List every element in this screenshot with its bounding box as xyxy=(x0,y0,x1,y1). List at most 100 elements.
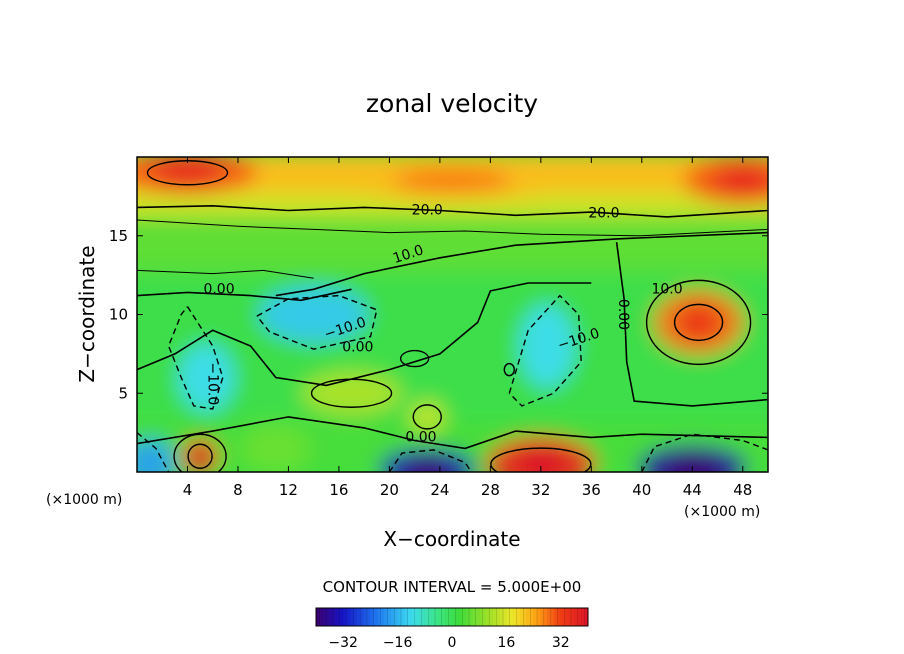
colorbar-cell xyxy=(377,608,381,626)
y-axis-ticks: 5 10 15 xyxy=(109,227,768,402)
colorbar-cell xyxy=(424,608,429,626)
colorbar-cell xyxy=(353,607,358,627)
colorbar-cell xyxy=(513,608,517,626)
x-axis-unit-right: (×1000 m) xyxy=(684,504,760,520)
colorbar-frame xyxy=(315,607,589,627)
colorbar-cell xyxy=(523,607,528,627)
chart-title: zonal velocity xyxy=(366,89,538,118)
contour-ring xyxy=(399,349,430,368)
colorbar-cell xyxy=(411,608,415,626)
x-tick-label: 36 xyxy=(582,481,601,499)
colorbar-cell xyxy=(496,607,501,627)
colorbar-cell xyxy=(431,608,436,626)
colorbar-tick-label: 16 xyxy=(497,635,515,651)
y-axis-label: Z−coordinate xyxy=(75,245,99,382)
contour-line xyxy=(256,294,378,350)
colorbar-cell xyxy=(373,607,378,627)
colorbar-cell xyxy=(336,608,341,626)
colorbar-cell xyxy=(360,607,365,627)
field-feature xyxy=(178,343,235,412)
field-feature xyxy=(240,423,311,472)
colorbar-cell xyxy=(366,607,371,627)
field-band xyxy=(137,216,768,280)
y-tick-label: 10 xyxy=(109,306,128,324)
contour-line xyxy=(508,294,582,407)
contour-line xyxy=(137,204,768,218)
field-feature xyxy=(301,371,402,416)
colorbar-cell xyxy=(550,607,555,627)
colorbar-cell xyxy=(319,607,324,627)
colorbar-cell xyxy=(570,607,575,627)
colorbar-cell xyxy=(350,608,354,626)
colorbar xyxy=(315,607,589,627)
x-tick-label: 40 xyxy=(632,481,651,499)
contour-ring xyxy=(490,447,592,472)
colorbar-cell xyxy=(339,607,344,627)
colorbar-cell xyxy=(472,608,477,626)
colorbar-cell xyxy=(574,608,579,626)
colorbar-cell xyxy=(407,607,412,627)
x-tick-label: 32 xyxy=(531,481,550,499)
contour-ring xyxy=(503,362,515,377)
colorbar-cell xyxy=(509,607,514,627)
x-axis-unit-left: (×1000 m) xyxy=(46,492,122,508)
colorbar-cell xyxy=(418,608,422,626)
plot-area: 20.0 20.010.010.00.00−10.00.00 −10.00.00−1… xyxy=(136,156,769,473)
contour-interval-label: CONTOUR INTERVAL = 5.000E+00 xyxy=(323,578,582,596)
x-tick-label: 28 xyxy=(481,481,500,499)
field-feature xyxy=(409,400,446,433)
contour-line xyxy=(137,282,592,387)
x-tick-label: 20 xyxy=(380,481,399,499)
colorbar-cell xyxy=(499,608,504,626)
colorbar-cell xyxy=(540,608,545,626)
x-tick-label: 24 xyxy=(430,481,449,499)
colorbar-cell xyxy=(536,607,541,627)
x-tick-label: 12 xyxy=(279,481,298,499)
contour-lines xyxy=(137,160,768,472)
contour-ring xyxy=(173,433,227,472)
contour-label: 20.0 xyxy=(588,206,619,222)
colorbar-cell xyxy=(543,607,548,627)
colorbar-cell xyxy=(448,607,453,627)
x-tick-label: 48 xyxy=(733,481,752,499)
colorbar-cell xyxy=(547,608,551,626)
colorbar-cell xyxy=(370,608,375,626)
colorbar-cell xyxy=(554,608,558,626)
velocity-field xyxy=(137,157,768,472)
x-axis-ticks: 4 8 12 16 20 24 28 32 36 40 44 48 xyxy=(183,157,752,499)
x-tick-label: 4 xyxy=(183,481,193,499)
field-feature-core xyxy=(712,167,768,194)
colorbar-cell xyxy=(516,607,521,627)
contour-ring xyxy=(673,303,724,342)
colorbar-cell xyxy=(557,607,562,627)
contour-line xyxy=(275,231,768,297)
colorbar-cell xyxy=(533,608,538,626)
contour-line xyxy=(137,432,170,472)
colorbar-cell xyxy=(465,608,470,626)
colorbar-tick-label: −32 xyxy=(328,635,358,651)
colorbar-cell xyxy=(346,607,351,627)
contour-line xyxy=(167,306,224,410)
colorbar-cell xyxy=(506,608,511,626)
x-tick-label: 16 xyxy=(329,481,348,499)
colorbar-cell xyxy=(455,607,460,627)
colorbar-cell xyxy=(363,608,368,626)
field-feature-core xyxy=(676,304,722,340)
contour-ring xyxy=(645,279,752,366)
colorbar-cell xyxy=(326,607,331,627)
colorbar-cell xyxy=(421,607,426,627)
colorbar-cell xyxy=(530,607,535,627)
field-feature-core xyxy=(664,455,720,472)
colorbar-cell xyxy=(397,608,402,626)
contour-label: 0.00 xyxy=(342,340,373,356)
contour-line xyxy=(615,241,768,407)
contour-line xyxy=(137,219,768,237)
colorbar-cell xyxy=(380,607,385,627)
contour-label: 0.00 xyxy=(615,299,631,330)
contour-ring xyxy=(412,404,442,430)
colorbar-cell xyxy=(564,607,569,627)
colorbar-cell xyxy=(452,608,456,626)
colorbar-cell xyxy=(438,608,443,626)
contour-line xyxy=(388,449,472,472)
